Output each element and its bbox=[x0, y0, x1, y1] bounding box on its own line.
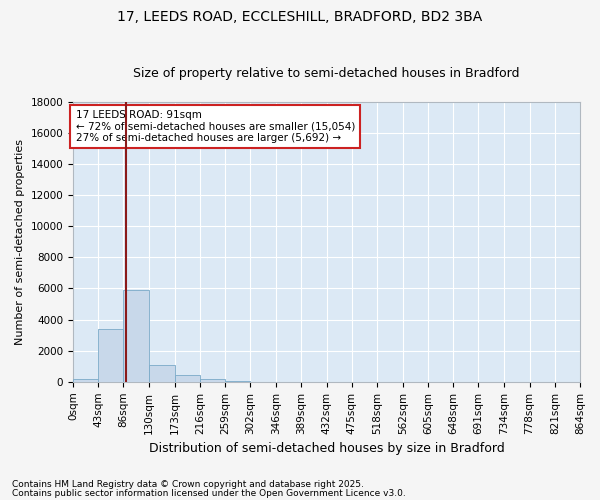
X-axis label: Distribution of semi-detached houses by size in Bradford: Distribution of semi-detached houses by … bbox=[149, 442, 505, 455]
Y-axis label: Number of semi-detached properties: Number of semi-detached properties bbox=[15, 138, 25, 344]
Text: Contains public sector information licensed under the Open Government Licence v3: Contains public sector information licen… bbox=[12, 488, 406, 498]
Bar bbox=[225, 380, 250, 382]
Bar bbox=[73, 378, 98, 382]
Text: 17 LEEDS ROAD: 91sqm
← 72% of semi-detached houses are smaller (15,054)
27% of s: 17 LEEDS ROAD: 91sqm ← 72% of semi-detac… bbox=[76, 110, 355, 143]
Bar bbox=[149, 366, 175, 382]
Bar bbox=[124, 290, 149, 382]
Text: Contains HM Land Registry data © Crown copyright and database right 2025.: Contains HM Land Registry data © Crown c… bbox=[12, 480, 364, 489]
Bar bbox=[200, 378, 225, 382]
Text: 17, LEEDS ROAD, ECCLESHILL, BRADFORD, BD2 3BA: 17, LEEDS ROAD, ECCLESHILL, BRADFORD, BD… bbox=[118, 10, 482, 24]
Title: Size of property relative to semi-detached houses in Bradford: Size of property relative to semi-detach… bbox=[133, 66, 520, 80]
Bar bbox=[98, 329, 124, 382]
Bar bbox=[175, 375, 200, 382]
